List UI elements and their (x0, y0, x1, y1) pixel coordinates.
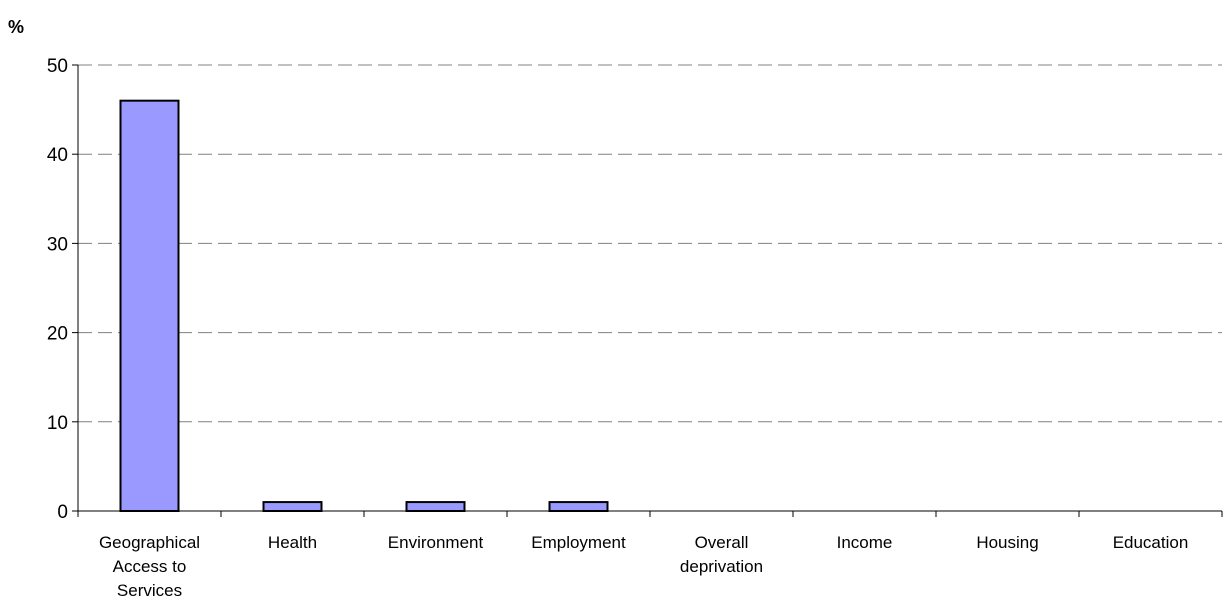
x-category-label: Geographical (99, 533, 200, 552)
x-category-label: Employment (531, 533, 626, 552)
y-tick-label: 40 (47, 145, 68, 166)
y-tick-labels: 0 10 20 30 40 50 (47, 56, 68, 523)
x-category-label: Health (268, 533, 317, 552)
x-category-label: Overall (695, 533, 749, 552)
x-category-label: Income (837, 533, 893, 552)
bar (548, 501, 609, 512)
y-tick-label: 30 (47, 234, 68, 255)
x-category-labels: Geographical Access to Services Health Envir… (99, 533, 1188, 600)
y-tick-label: 10 (47, 413, 68, 434)
x-category-label: Services (117, 581, 182, 600)
x-category-label: Housing (976, 533, 1038, 552)
x-category-label: deprivation (680, 557, 763, 576)
x-category-label: Access to (113, 557, 187, 576)
axes (72, 64, 1223, 517)
gridlines (78, 64, 1222, 423)
bar (119, 99, 180, 513)
x-category-label: Education (1113, 533, 1189, 552)
y-axis-unit-label: % (8, 17, 24, 37)
y-tick-label: 50 (47, 56, 68, 77)
y-tick-label: 0 (57, 502, 68, 523)
bar (262, 501, 323, 512)
x-category-label: Environment (388, 533, 484, 552)
bar (405, 501, 466, 512)
y-tick-label: 20 (47, 324, 68, 345)
bars (119, 99, 609, 513)
